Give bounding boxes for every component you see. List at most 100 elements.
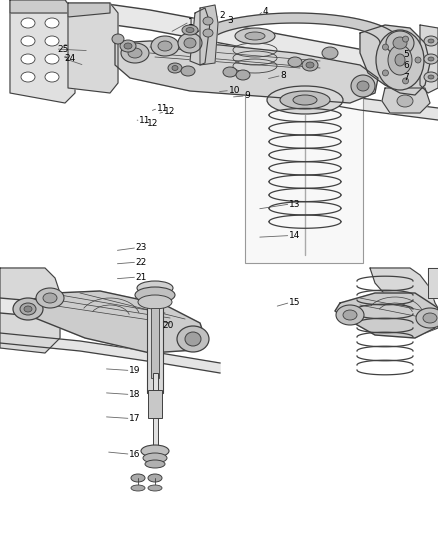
Ellipse shape <box>112 34 124 44</box>
Text: 16: 16 <box>129 450 141 458</box>
Ellipse shape <box>302 59 318 71</box>
Polygon shape <box>190 8 210 65</box>
Ellipse shape <box>397 95 413 107</box>
Text: 12: 12 <box>147 119 159 128</box>
Text: 17: 17 <box>129 414 141 423</box>
Polygon shape <box>428 268 438 298</box>
Text: 18: 18 <box>129 390 141 399</box>
Polygon shape <box>100 3 438 85</box>
Bar <box>153 373 158 448</box>
Ellipse shape <box>120 40 136 52</box>
Polygon shape <box>115 41 378 103</box>
Polygon shape <box>382 88 430 113</box>
Ellipse shape <box>143 453 167 463</box>
Ellipse shape <box>124 43 132 49</box>
Ellipse shape <box>182 25 198 35</box>
Polygon shape <box>15 291 205 353</box>
Ellipse shape <box>178 33 202 53</box>
Ellipse shape <box>357 81 369 91</box>
Ellipse shape <box>184 38 196 48</box>
Ellipse shape <box>45 54 59 64</box>
Ellipse shape <box>141 445 169 457</box>
Ellipse shape <box>382 44 389 50</box>
Ellipse shape <box>423 313 437 323</box>
Text: 12: 12 <box>164 108 175 116</box>
Ellipse shape <box>138 295 172 309</box>
Ellipse shape <box>395 54 405 66</box>
Ellipse shape <box>203 29 213 37</box>
Polygon shape <box>10 0 75 103</box>
Ellipse shape <box>351 75 375 97</box>
Ellipse shape <box>403 78 409 84</box>
Bar <box>245 85 363 263</box>
Polygon shape <box>190 13 400 43</box>
Ellipse shape <box>415 57 421 63</box>
Ellipse shape <box>45 36 59 46</box>
Ellipse shape <box>148 474 162 482</box>
Ellipse shape <box>306 62 314 68</box>
Ellipse shape <box>322 47 338 59</box>
Polygon shape <box>420 25 438 93</box>
Bar <box>148 390 162 418</box>
Ellipse shape <box>20 303 36 315</box>
Ellipse shape <box>43 293 57 303</box>
Ellipse shape <box>13 298 43 320</box>
Ellipse shape <box>223 67 237 77</box>
Text: 1: 1 <box>188 18 194 27</box>
Polygon shape <box>68 3 118 93</box>
Ellipse shape <box>181 66 195 76</box>
Ellipse shape <box>280 91 330 109</box>
Ellipse shape <box>382 70 389 76</box>
Ellipse shape <box>177 326 209 352</box>
Ellipse shape <box>416 308 438 328</box>
Polygon shape <box>335 293 438 338</box>
Text: 25: 25 <box>57 45 68 53</box>
Text: 10: 10 <box>229 86 240 95</box>
Ellipse shape <box>121 43 149 63</box>
Polygon shape <box>10 0 75 13</box>
Ellipse shape <box>135 287 175 303</box>
Text: 5: 5 <box>403 50 409 59</box>
Text: 22: 22 <box>136 258 147 266</box>
Ellipse shape <box>137 281 173 295</box>
Ellipse shape <box>428 57 434 61</box>
Text: 7: 7 <box>403 73 409 82</box>
Text: 11: 11 <box>139 116 151 125</box>
Ellipse shape <box>288 57 302 67</box>
Ellipse shape <box>36 288 64 308</box>
Ellipse shape <box>172 66 178 70</box>
Text: 2: 2 <box>219 12 225 20</box>
Ellipse shape <box>148 485 162 491</box>
Ellipse shape <box>21 72 35 82</box>
Ellipse shape <box>158 41 172 51</box>
Ellipse shape <box>168 63 182 73</box>
Ellipse shape <box>424 72 438 82</box>
Text: 6: 6 <box>403 61 409 70</box>
Ellipse shape <box>45 72 59 82</box>
Ellipse shape <box>267 86 343 114</box>
Ellipse shape <box>245 32 265 40</box>
Text: 9: 9 <box>244 92 250 100</box>
Polygon shape <box>0 333 220 373</box>
Text: 11: 11 <box>157 104 168 113</box>
Text: 8: 8 <box>280 71 286 80</box>
Ellipse shape <box>388 45 412 75</box>
Ellipse shape <box>145 460 165 468</box>
Ellipse shape <box>424 36 438 46</box>
Polygon shape <box>68 3 110 17</box>
Ellipse shape <box>151 36 179 56</box>
Text: 15: 15 <box>289 298 300 307</box>
Ellipse shape <box>424 54 438 64</box>
Ellipse shape <box>386 31 414 55</box>
Bar <box>151 308 159 378</box>
Text: 21: 21 <box>136 273 147 281</box>
Polygon shape <box>0 298 200 343</box>
Ellipse shape <box>428 75 434 79</box>
Ellipse shape <box>21 18 35 28</box>
Polygon shape <box>370 268 438 333</box>
Ellipse shape <box>185 332 201 346</box>
Ellipse shape <box>403 36 409 42</box>
Ellipse shape <box>131 474 145 482</box>
Text: 13: 13 <box>289 200 300 208</box>
Ellipse shape <box>236 70 250 80</box>
